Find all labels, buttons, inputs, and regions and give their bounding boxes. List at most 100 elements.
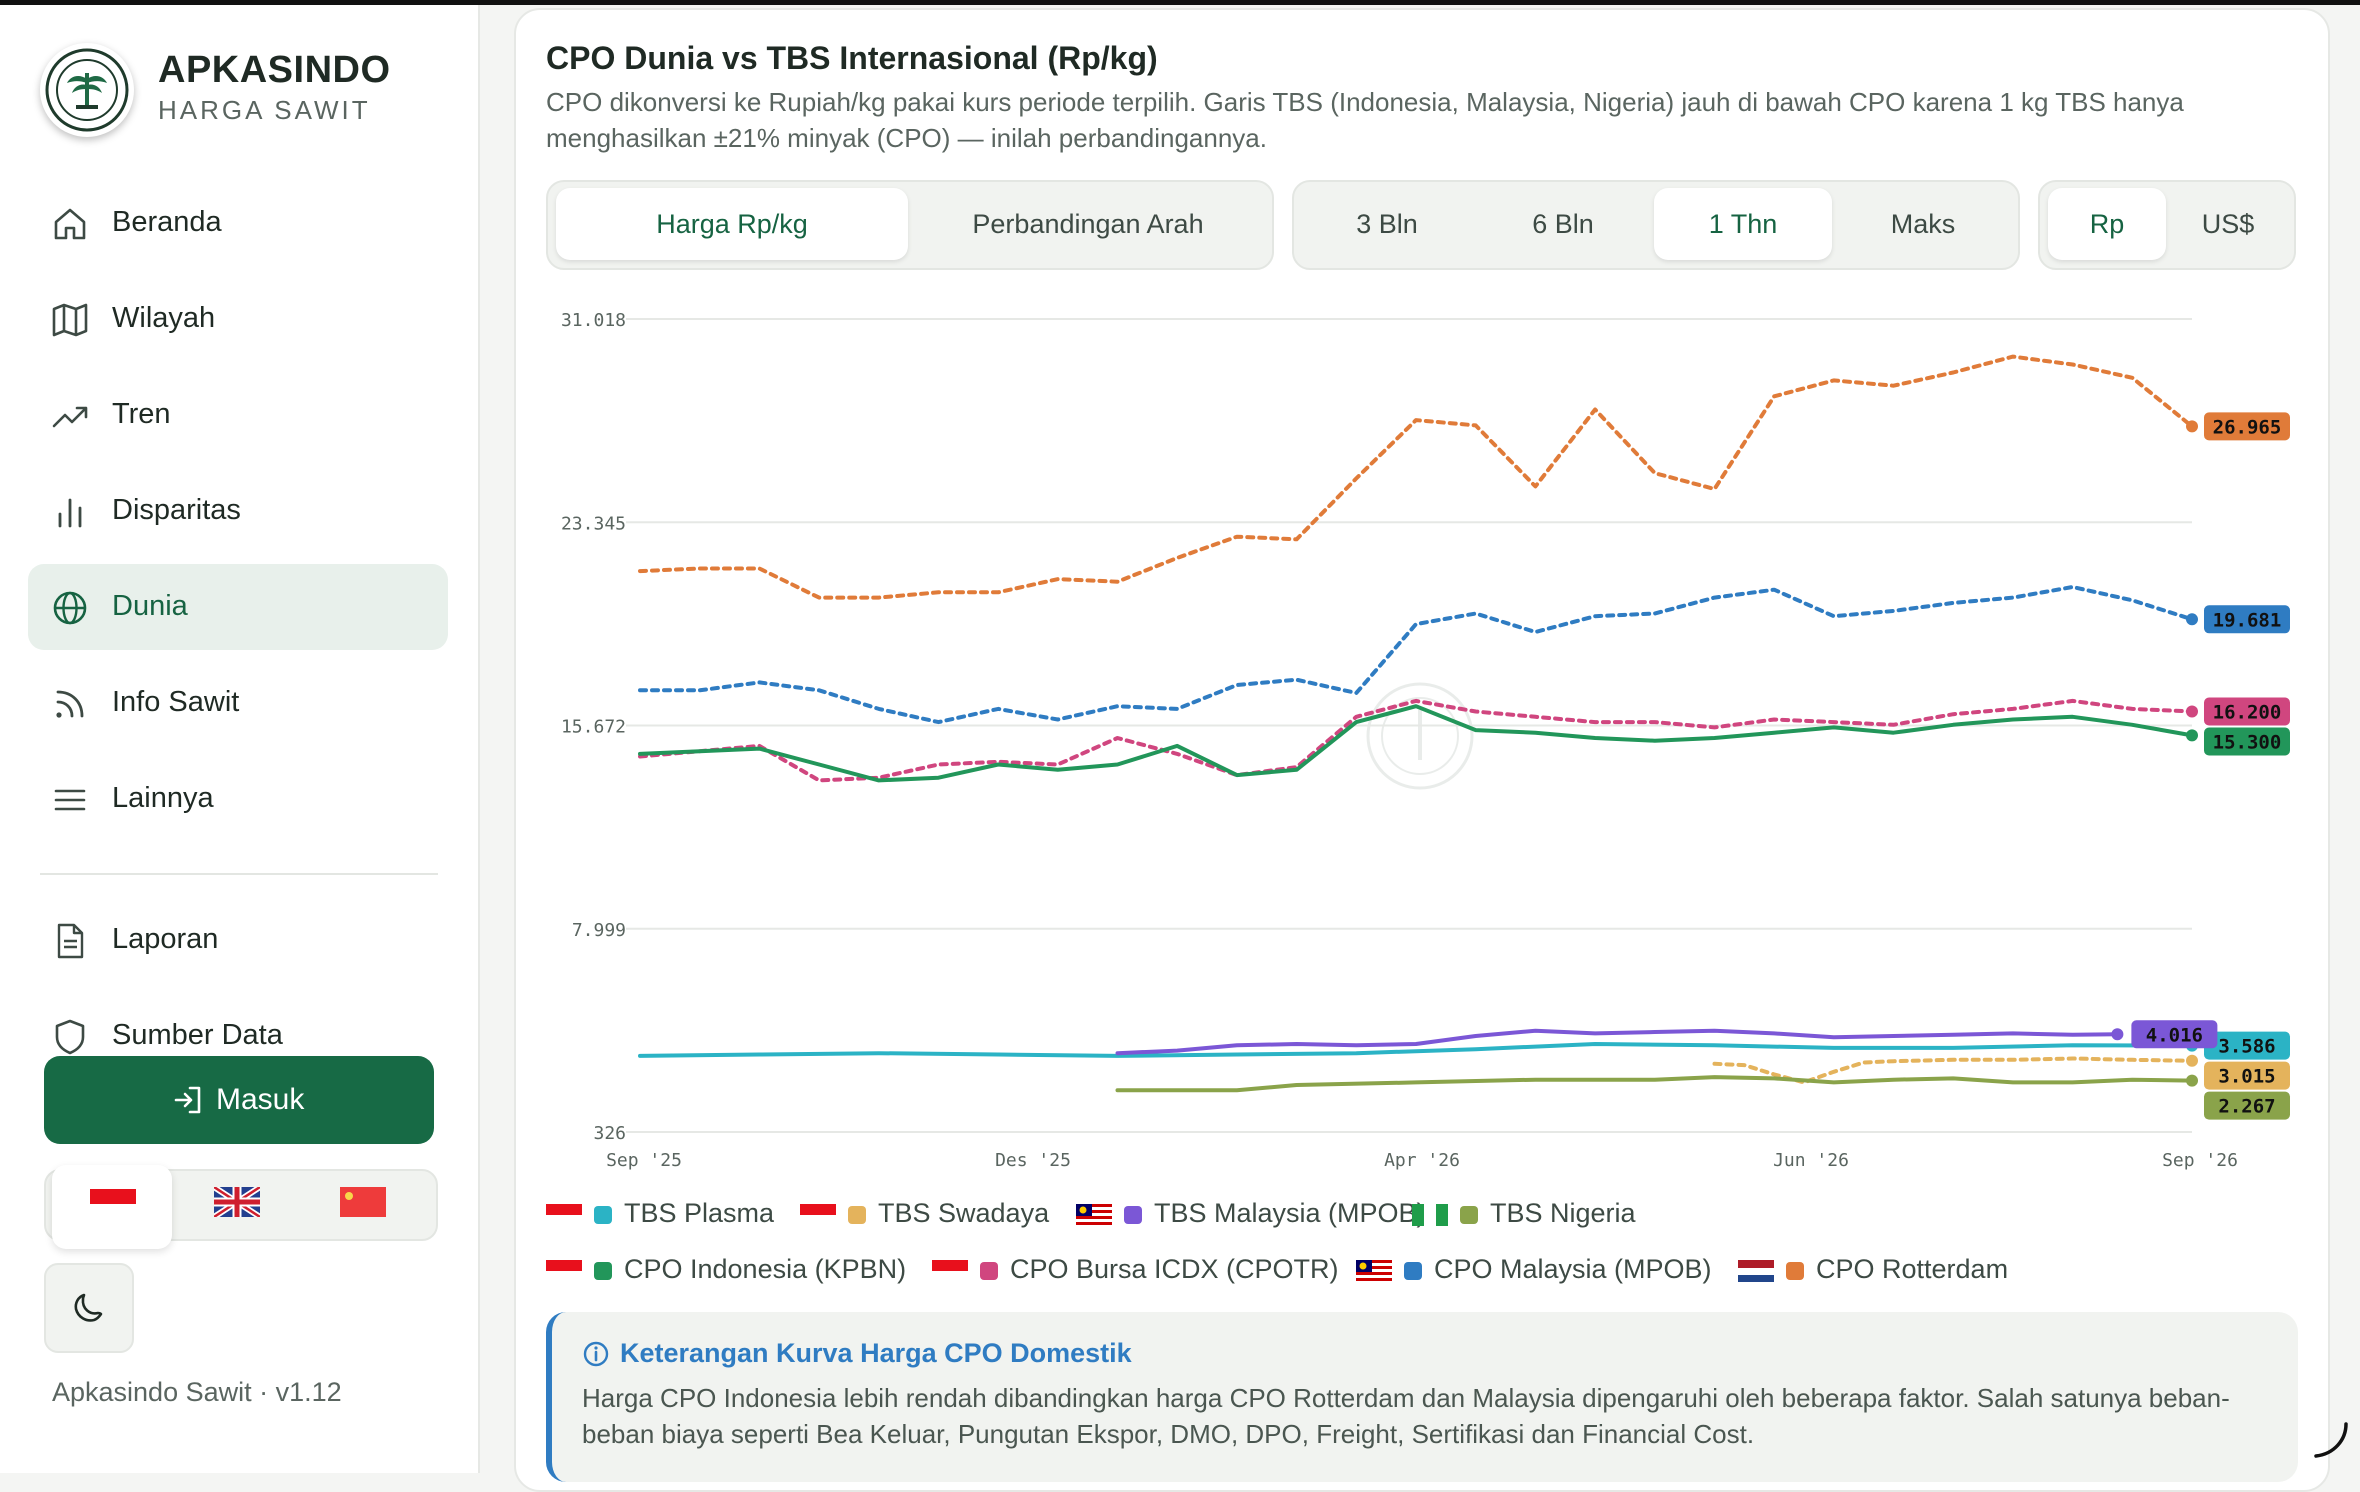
brand-logo[interactable] [40,43,134,137]
top-edge [0,0,2360,5]
legend-swatch [1460,1206,1478,1224]
tab-range-6-bln[interactable]: 6 Bln [1532,209,1594,239]
nav-item-tren[interactable]: Tren [28,372,448,458]
end-value-label: 16.200 [2213,702,2282,724]
nav-item-label: Dunia [112,590,188,622]
shield-icon [55,1019,85,1055]
brand-subtitle: HARGA SAWIT [158,95,371,125]
language-option-en[interactable] [192,1169,284,1237]
tab-range-maks[interactable]: Maks [1890,209,1956,239]
tab-range-3-bln[interactable]: 3 Bln [1356,209,1418,239]
series-end-point [2186,613,2198,626]
chart-description: CPO dikonversi ke Rupiah/kg pakai kurs p… [546,87,2184,153]
nav-item-label: Sumber Data [112,1019,283,1051]
nav-item-label: Beranda [112,206,222,238]
login-icon [174,1086,201,1114]
series-line-cpo-indonesia-kpbn-[interactable] [638,704,2194,783]
nav-item-laporan[interactable]: Laporan [28,897,448,983]
watermark-seal-icon [1366,682,1474,790]
legend-row-tbs: TBS Plasma TBS Swadaya TBS Malaysia (MPOB)… [546,1194,2292,1234]
flag-uk-icon [214,1187,260,1217]
legend-swatch [594,1262,612,1280]
x-tick-label: Sep '25 [606,1150,682,1171]
palm-seal-icon [45,48,129,132]
legend-swatch [980,1262,998,1280]
moon-icon [74,1293,103,1322]
series-line-tbs-nigeria[interactable] [1115,1075,2194,1093]
y-tick-label: 23.345 [561,513,626,534]
currency-segment: Rp US$ [2038,180,2296,270]
series-line-cpo-rotterdam[interactable] [638,354,2194,600]
end-value-badge [2204,697,2290,726]
tab-harga-rp-kg[interactable]: Harga Rp/kg [556,188,908,260]
end-value-label: 15.300 [2213,732,2282,754]
flag-indonesia-icon [90,1189,136,1219]
flag-my-icon [1076,1202,1112,1226]
flag-nl-icon [1738,1258,1774,1282]
nav-item-label: Disparitas [112,494,241,526]
tab-perbandingan-arah[interactable]: Perbandingan Arah [972,209,1204,239]
range-segment: 3 Bln 6 Bln 1 Thn Maks [1292,180,2020,270]
flag-my-icon [1356,1258,1392,1282]
series-line-cpo-malaysia-mpob-[interactable] [638,585,2194,725]
nav-item-info-sawit[interactable]: Info Sawit [28,660,448,746]
end-value-badge [2204,1031,2290,1060]
flag-ng-icon [1412,1202,1448,1226]
series-line-tbs-malaysia-mpob-[interactable] [1115,1028,2120,1056]
nav-item-label: Lainnya [112,782,214,814]
nav-item-sumber-data[interactable]: Sumber Data [28,993,448,1079]
nav-item-beranda[interactable]: Beranda [28,180,448,266]
bar-chart-icon [58,498,82,528]
flag-id-icon [546,1258,582,1282]
globe-icon [53,591,87,625]
end-value-label: 3.586 [2218,1036,2275,1058]
legend-label: CPO Bursa ICDX (CPOTR) [1010,1254,1339,1284]
flag-id-icon [800,1202,836,1226]
chart-title: CPO Dunia vs TBS Internasional (Rp/kg) [546,40,1158,76]
brand-title: APKASINDO [158,49,391,91]
tab-currency-rp[interactable]: Rp [2048,188,2166,260]
legend-label: TBS Malaysia (MPOB) [1154,1198,1426,1228]
tab-range-1-thn[interactable]: 1 Thn [1654,188,1832,260]
legend-label: CPO Malaysia (MPOB) [1434,1254,1712,1284]
end-value-badge [2131,1020,2218,1049]
legend-swatch [1124,1206,1142,1224]
line-chart[interactable]: 31.018 23.345 15.672 7.999 326 Sep '25 Des '25… [546,290,2306,1180]
flag-id-icon [932,1258,968,1282]
nav-item-label: Wilayah [112,302,216,334]
series-end-point [2186,729,2198,742]
legend-label: TBS Plasma [624,1198,775,1228]
theme-toggle-button[interactable] [44,1263,134,1353]
y-tick-label: 31.018 [561,310,626,331]
legend-label: CPO Indonesia (KPBN) [624,1254,907,1284]
language-option-id[interactable] [52,1165,172,1249]
menu-icon [54,789,86,811]
end-value-label: 26.965 [2213,416,2282,438]
nav-item-label: Info Sawit [112,686,240,718]
map-icon [52,303,88,337]
nav-item-disparitas[interactable]: Disparitas [28,468,448,554]
language-option-zh[interactable] [318,1169,410,1237]
series-end-point [2111,1028,2124,1041]
info-panel: Keterangan Kurva Harga CPO Domestik Harg… [546,1312,2298,1482]
x-tick-label: Jun '26 [1773,1150,1849,1171]
home-icon [54,208,86,240]
info-icon [583,1341,609,1367]
end-value-label: 19.681 [2213,609,2282,631]
series-line-tbs-plasma[interactable] [638,1042,2194,1058]
end-value-badge [2204,412,2290,441]
view-mode-segment: Harga Rp/kg Perbandingan Arah [546,180,1274,270]
tab-currency-usd[interactable]: US$ [2201,209,2255,239]
series-end-point [2186,705,2198,718]
sidebar-divider [40,873,438,875]
end-value-label: 2.267 [2218,1096,2275,1118]
end-value-badge [2204,1061,2290,1090]
login-button[interactable]: Masuk [44,1056,434,1144]
series-line-cpo-bursa-icdx-cpotr-[interactable] [638,698,2194,783]
x-tick-label: Apr '26 [1384,1150,1460,1171]
nav-item-dunia[interactable]: Dunia [28,564,448,650]
series-line-tbs-swadaya[interactable] [1712,1056,2194,1085]
nav-item-wilayah[interactable]: Wilayah [28,276,448,362]
nav-item-lainnya[interactable]: Lainnya [28,756,448,842]
x-tick-label: Des '25 [995,1150,1071,1171]
